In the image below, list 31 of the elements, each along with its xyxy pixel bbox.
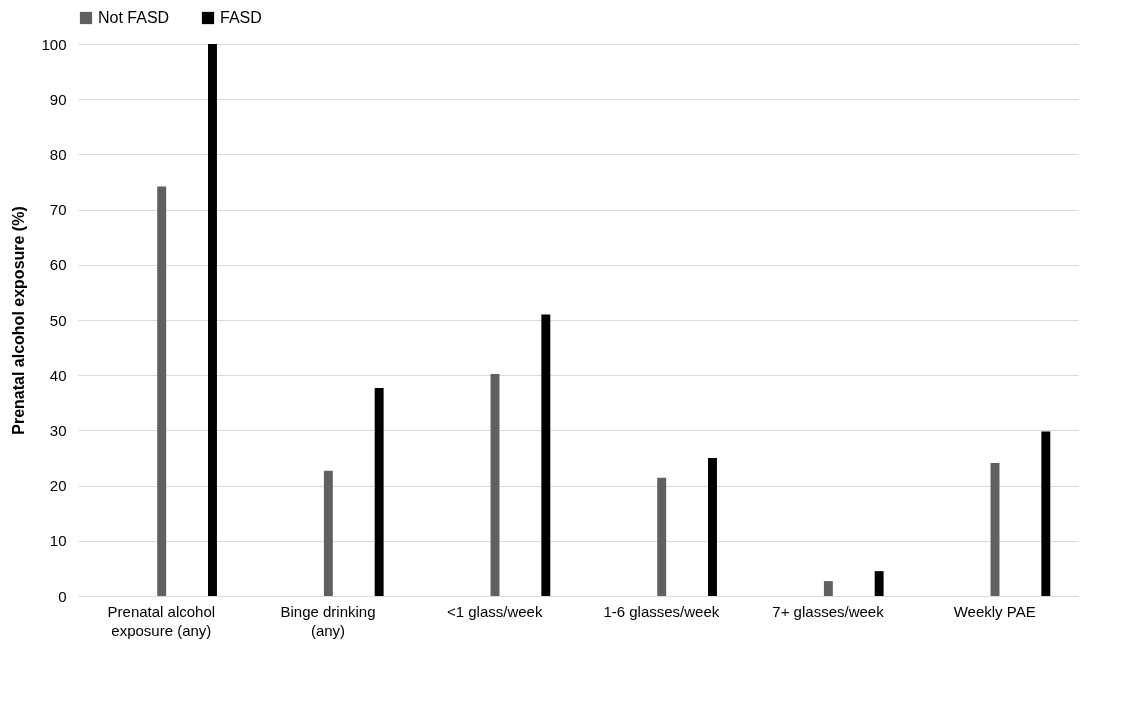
bar [874, 571, 884, 596]
y-tick-label: 10 [49, 532, 67, 550]
y-tick-label: 70 [49, 201, 67, 219]
x-tick-label: <1 glass/week [446, 602, 543, 620]
bar [541, 314, 551, 596]
bar [657, 477, 667, 596]
y-tick-label: 100 [41, 35, 67, 53]
bar [708, 458, 717, 596]
x-tick-label: 1-6 glasses/week [603, 602, 720, 620]
x-tick-label: Binge drinking (any) [280, 602, 376, 639]
y-axis-title: Prenatal alcohol exposure (%) [10, 206, 28, 435]
legend-label: Not FASD [98, 9, 170, 26]
y-tick-label: 90 [49, 90, 67, 108]
y-tick-label: 0 [58, 587, 67, 605]
y-tick-label: 50 [49, 311, 67, 329]
y-tick-label: 40 [49, 366, 67, 384]
x-tick-label: Weekly PAE [953, 602, 1036, 620]
legend-label: FASD [220, 9, 262, 26]
y-tick-label: 20 [49, 477, 67, 495]
x-tick-label: Prenatal alcohol exposure (any) [107, 602, 216, 639]
y-tick-label: 60 [49, 256, 67, 274]
bar [157, 186, 167, 596]
bar [208, 44, 217, 596]
x-tick-label: 7+ glasses/week [772, 602, 885, 620]
y-tick-label: 30 [49, 421, 67, 439]
bar [1041, 431, 1051, 596]
bar [823, 581, 833, 596]
bar [490, 374, 500, 596]
y-tick-label: 80 [49, 145, 67, 163]
bar [374, 387, 384, 596]
bar [323, 470, 333, 596]
